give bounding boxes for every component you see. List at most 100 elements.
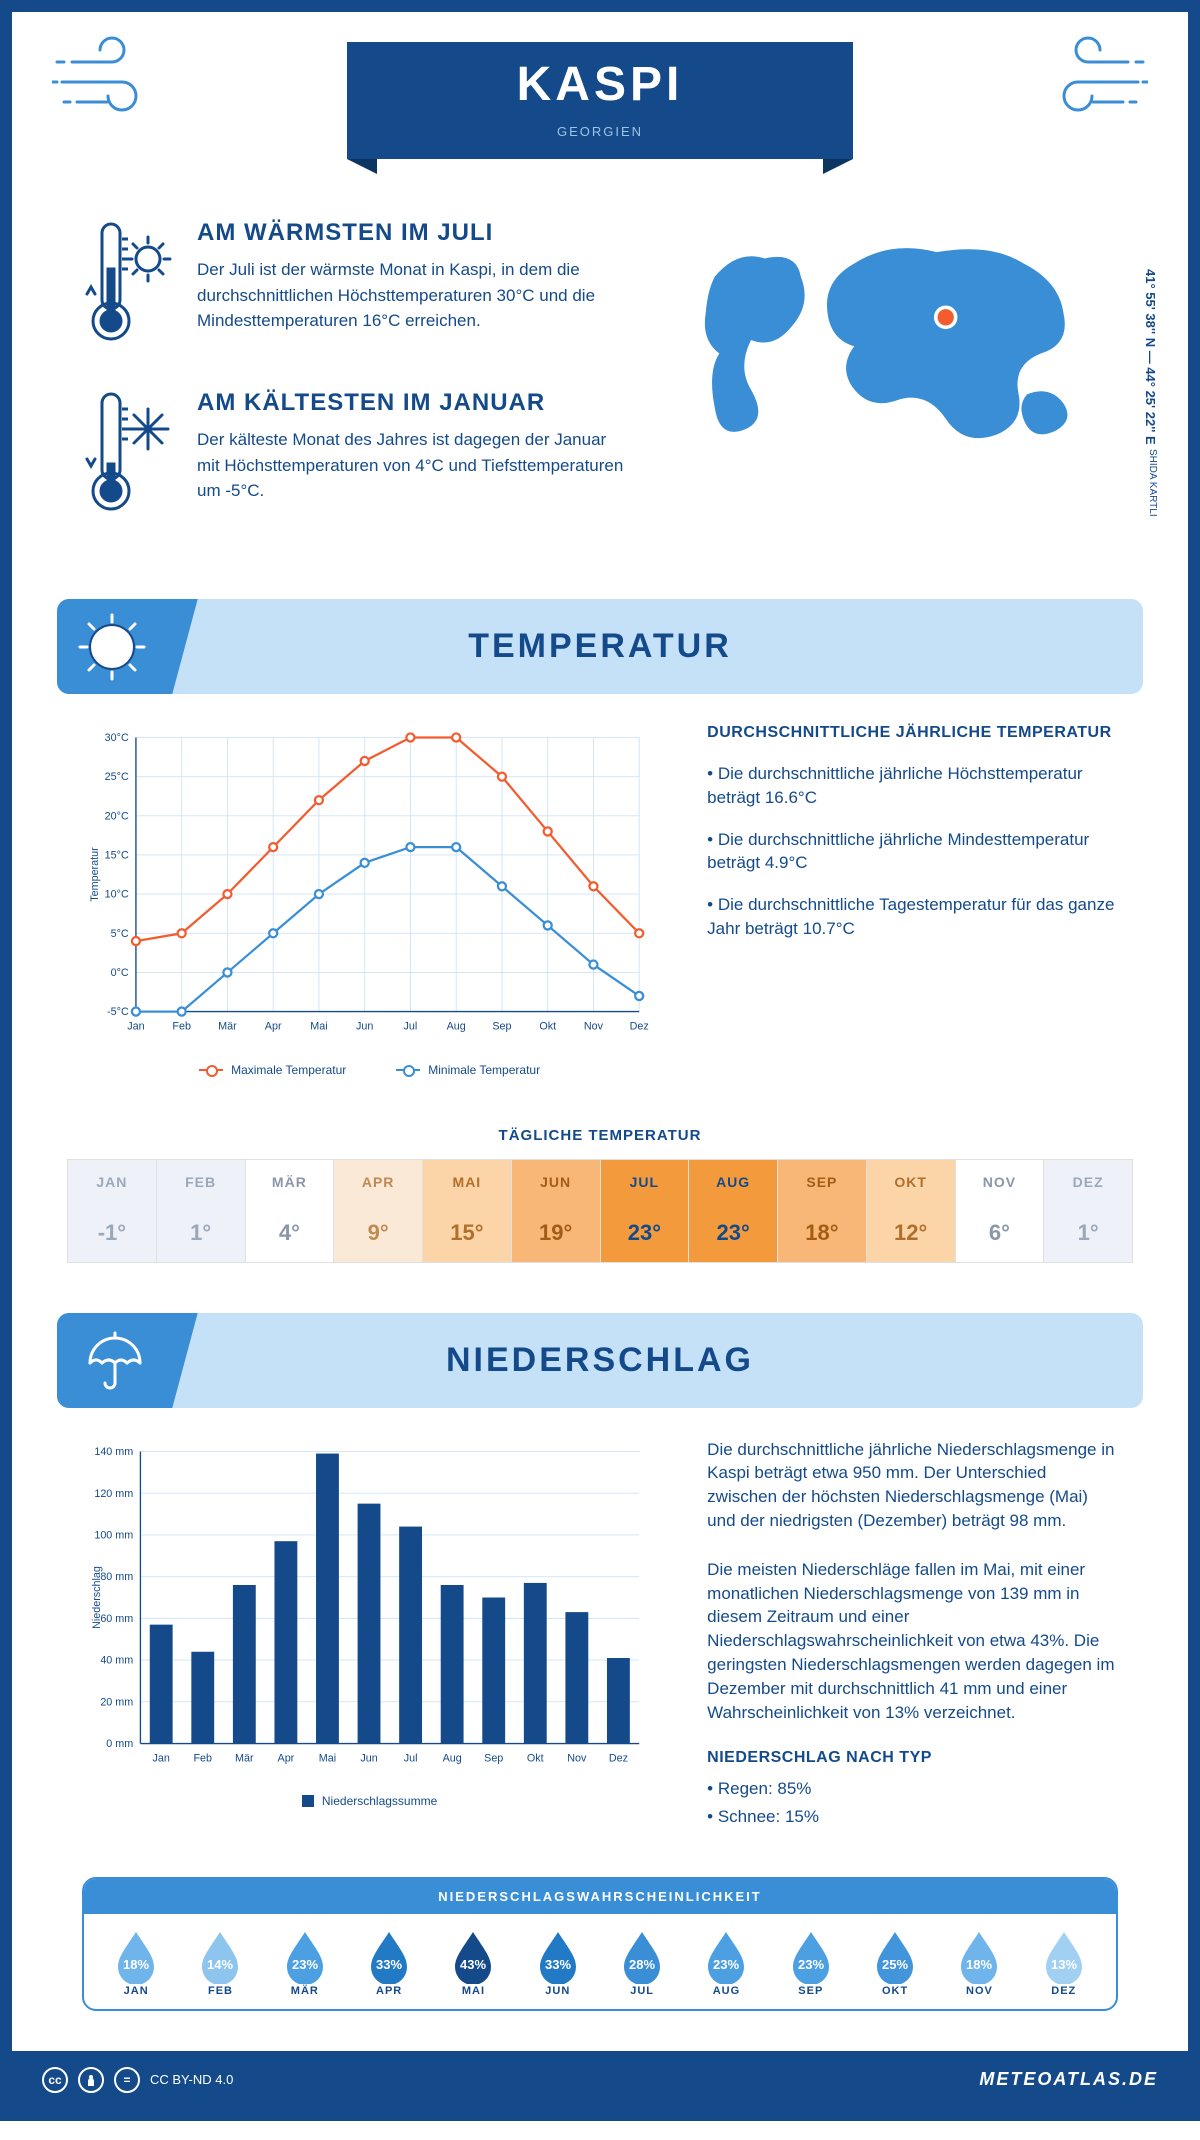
daily-cell: AUG23° <box>689 1160 778 1263</box>
region-label: SHIDA KARTLI <box>1147 449 1158 517</box>
city-title: KASPI <box>437 42 764 120</box>
svg-text:Dez: Dez <box>630 1021 649 1033</box>
prob-cell: 33%APR <box>347 1929 431 1997</box>
svg-text:Okt: Okt <box>527 1752 544 1764</box>
prob-cell: 18%NOV <box>937 1929 1021 1997</box>
svg-text:Nov: Nov <box>584 1021 604 1033</box>
svg-text:60 mm: 60 mm <box>100 1613 133 1625</box>
svg-text:Jan: Jan <box>153 1752 170 1764</box>
svg-text:18%: 18% <box>123 1957 149 1972</box>
precipitation-chart: 0 mm20 mm40 mm60 mm80 mm100 mm120 mm140 … <box>82 1438 657 1780</box>
svg-text:Aug: Aug <box>447 1021 466 1033</box>
svg-text:14%: 14% <box>207 1957 233 1972</box>
svg-text:23%: 23% <box>713 1957 739 1972</box>
cold-text: Der kälteste Monat des Jahres ist dagege… <box>197 427 625 504</box>
temperature-chart: -5°C0°C5°C10°C15°C20°C25°C30°CJanFebMärA… <box>82 724 657 1048</box>
svg-text:33%: 33% <box>545 1957 571 1972</box>
umbrella-icon <box>80 1328 145 1393</box>
svg-text:Temperatur: Temperatur <box>89 847 101 902</box>
precip-type-title: NIEDERSCHLAG NACH TYP <box>707 1749 1118 1767</box>
svg-text:-5°C: -5°C <box>107 1006 129 1018</box>
svg-text:Niederschlag: Niederschlag <box>91 1566 103 1629</box>
daily-cell: MÄR4° <box>246 1160 335 1263</box>
warm-title: AM WÄRMSTEN IM JULI <box>197 219 625 247</box>
svg-text:23%: 23% <box>292 1957 318 1972</box>
temp-heading: TEMPERATUR <box>57 627 1143 666</box>
svg-text:28%: 28% <box>629 1957 655 1972</box>
svg-text:0°C: 0°C <box>111 967 129 979</box>
svg-text:Nov: Nov <box>567 1752 587 1764</box>
prob-cell: 13%DEZ <box>1022 1929 1106 1997</box>
site-name: METEOATLAS.DE <box>979 2069 1158 2090</box>
daily-cell: DEZ1° <box>1044 1160 1133 1263</box>
svg-text:Jun: Jun <box>356 1021 373 1033</box>
svg-text:25%: 25% <box>882 1957 908 1972</box>
world-map <box>665 219 1118 479</box>
svg-text:Aug: Aug <box>443 1752 462 1764</box>
prob-cell: 23%AUG <box>684 1929 768 1997</box>
svg-text:Mai: Mai <box>310 1021 327 1033</box>
svg-text:Sep: Sep <box>484 1752 503 1764</box>
svg-text:Mär: Mär <box>235 1752 254 1764</box>
svg-text:Mai: Mai <box>319 1752 336 1764</box>
svg-text:Apr: Apr <box>278 1752 295 1764</box>
svg-text:5°C: 5°C <box>111 928 129 940</box>
by-icon <box>78 2067 104 2093</box>
coordinates: 41° 55' 38'' N — 44° 25' 22'' E <box>1143 269 1158 445</box>
svg-text:Jul: Jul <box>404 1021 418 1033</box>
svg-text:Jan: Jan <box>127 1021 144 1033</box>
license-text: CC BY-ND 4.0 <box>150 2072 233 2087</box>
svg-text:43%: 43% <box>460 1957 486 1972</box>
cold-title: AM KÄLTESTEN IM JANUAR <box>197 389 625 417</box>
prob-cell: 23%SEP <box>769 1929 853 1997</box>
svg-text:10°C: 10°C <box>105 889 129 901</box>
precip-heading: NIEDERSCHLAG <box>57 1341 1143 1380</box>
country-sub: GEORGIEN <box>437 124 764 139</box>
daily-temp-title: TÄGLICHE TEMPERATUR <box>12 1127 1188 1144</box>
svg-text:Okt: Okt <box>539 1021 556 1033</box>
section-header-precip: NIEDERSCHLAG <box>57 1313 1143 1408</box>
daily-cell: FEB1° <box>157 1160 246 1263</box>
daily-cell: JAN-1° <box>68 1160 157 1263</box>
daily-cell: JUN19° <box>512 1160 601 1263</box>
svg-text:30°C: 30°C <box>105 732 129 744</box>
prob-cell: 28%JUL <box>600 1929 684 1997</box>
daily-cell: NOV6° <box>956 1160 1045 1263</box>
legend-min: Minimale Temperatur <box>428 1063 540 1077</box>
thermometer-hot-icon <box>82 219 172 349</box>
svg-text:20 mm: 20 mm <box>100 1696 133 1708</box>
svg-text:Jul: Jul <box>404 1752 418 1764</box>
svg-text:120 mm: 120 mm <box>94 1487 133 1499</box>
svg-text:140 mm: 140 mm <box>94 1446 133 1458</box>
prob-cell: 18%JAN <box>94 1929 178 1997</box>
svg-text:33%: 33% <box>376 1957 402 1972</box>
svg-text:15°C: 15°C <box>105 850 129 862</box>
thermometer-cold-icon <box>82 389 172 519</box>
legend-precip: Niederschlagssumme <box>322 1794 437 1808</box>
svg-text:Mär: Mär <box>218 1021 237 1033</box>
svg-text:100 mm: 100 mm <box>94 1529 133 1541</box>
sun-icon <box>77 612 147 682</box>
daily-cell: MAI15° <box>423 1160 512 1263</box>
temp-info-2: • Die durchschnittliche jährliche Mindes… <box>707 828 1118 876</box>
wind-icon <box>52 32 182 122</box>
prob-cell: 23%MÄR <box>263 1929 347 1997</box>
svg-text:Feb: Feb <box>172 1021 191 1033</box>
prob-title: NIEDERSCHLAGSWAHRSCHEINLICHKEIT <box>84 1879 1116 1914</box>
footer: cc = CC BY-ND 4.0 METEOATLAS.DE <box>12 2051 1188 2109</box>
temp-info-3: • Die durchschnittliche Tagestemperatur … <box>707 893 1118 941</box>
precip-probability-panel: NIEDERSCHLAGSWAHRSCHEINLICHKEIT 18%JAN14… <box>82 1877 1118 2011</box>
prob-cell: 25%OKT <box>853 1929 937 1997</box>
svg-text:Apr: Apr <box>265 1021 282 1033</box>
prob-cell: 14%FEB <box>178 1929 262 1997</box>
daily-temp-table: JAN-1°FEB1°MÄR4°APR9°MAI15°JUN19°JUL23°A… <box>67 1159 1133 1263</box>
svg-text:Sep: Sep <box>492 1021 511 1033</box>
svg-text:80 mm: 80 mm <box>100 1571 133 1583</box>
prob-cell: 43%MAI <box>431 1929 515 1997</box>
wind-icon <box>1018 32 1148 122</box>
prob-cell: 33%JUN <box>516 1929 600 1997</box>
daily-cell: OKT12° <box>867 1160 956 1263</box>
daily-cell: SEP18° <box>778 1160 867 1263</box>
header: KASPI GEORGIEN <box>12 12 1188 219</box>
intro-section: AM WÄRMSTEN IM JULI Der Juli ist der wär… <box>12 219 1188 599</box>
